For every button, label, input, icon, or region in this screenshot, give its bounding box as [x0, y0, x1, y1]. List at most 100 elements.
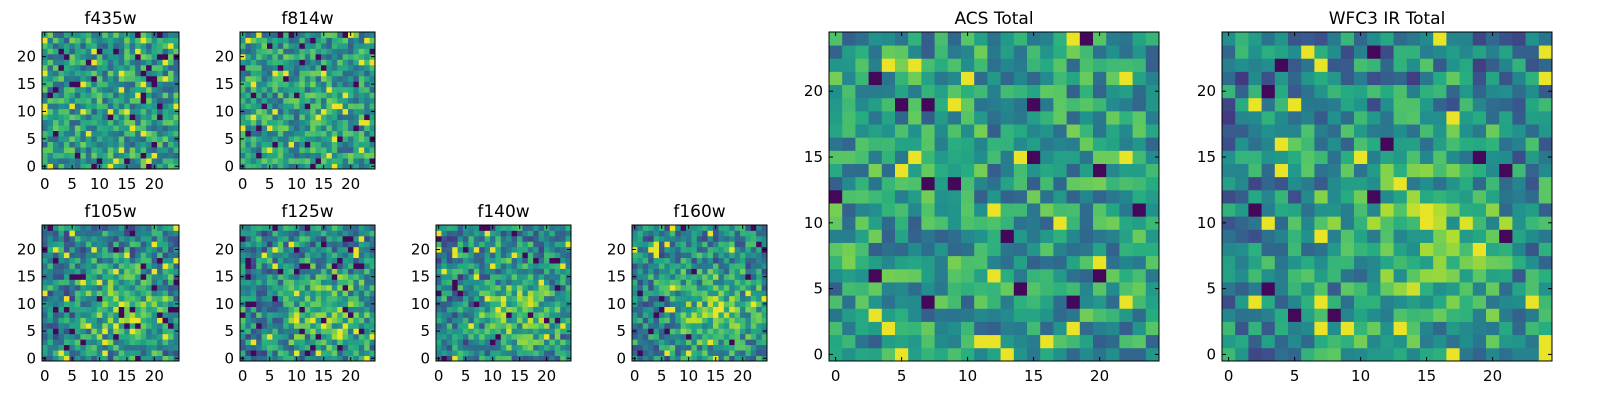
heatmap-cell	[637, 225, 644, 231]
heatmap-cell	[173, 59, 180, 66]
heatmap-cell	[321, 252, 327, 259]
heatmap-cell	[69, 130, 76, 137]
x-tick-label: 20	[341, 175, 360, 193]
heatmap-cell	[484, 252, 491, 259]
heatmap-cell	[538, 333, 545, 340]
heatmap-cell	[1040, 58, 1054, 72]
heatmap-cell	[1027, 176, 1041, 191]
heatmap-cell	[1327, 347, 1342, 362]
heatmap-cell	[63, 279, 70, 286]
heatmap-cell	[1420, 189, 1434, 204]
heatmap-cell	[1538, 216, 1553, 230]
heatmap-cell	[908, 347, 922, 362]
heatmap-cell	[69, 339, 76, 346]
heatmap-cell	[140, 108, 147, 115]
heatmap-cell	[718, 225, 725, 231]
heatmap-cell	[52, 92, 59, 99]
heatmap-cell	[648, 333, 654, 340]
heatmap-cell	[1420, 308, 1434, 322]
heatmap-cell	[173, 103, 180, 110]
heatmap-cell	[124, 317, 131, 324]
heatmap-cell	[750, 333, 757, 340]
heatmap-cell	[1119, 124, 1133, 138]
heatmap-cell	[1053, 268, 1067, 283]
heatmap-cell	[659, 306, 665, 313]
heatmap-cell	[1327, 163, 1342, 178]
heatmap-cell	[168, 81, 174, 88]
heatmap-cell	[1472, 268, 1487, 283]
heatmap-cell	[326, 290, 333, 297]
heatmap-cell	[96, 48, 103, 55]
heatmap-cell	[522, 317, 529, 324]
heatmap-cell	[1288, 268, 1302, 283]
heatmap-cell	[1499, 321, 1513, 336]
heatmap-cell	[96, 317, 103, 324]
heatmap-cell	[369, 279, 376, 286]
heatmap-cell	[96, 70, 103, 77]
heatmap-cell	[713, 322, 719, 329]
heatmap-cell	[288, 246, 295, 253]
heatmap-cell	[1486, 295, 1500, 309]
heatmap-cell	[321, 290, 327, 297]
heatmap-cell	[140, 235, 147, 242]
heatmap-cell	[648, 322, 654, 329]
heatmap-cell	[680, 263, 687, 269]
heatmap-cell	[140, 306, 147, 313]
heatmap-cell	[1301, 334, 1315, 349]
heatmap-cell	[855, 203, 869, 217]
heatmap-cell	[1446, 321, 1460, 336]
heatmap-cell	[1053, 163, 1067, 178]
heatmap-cell	[310, 59, 316, 66]
heatmap-cell	[277, 147, 284, 153]
heatmap-cell	[42, 147, 48, 153]
heatmap-cell	[680, 339, 687, 346]
heatmap-cell	[364, 355, 370, 362]
heatmap-cell	[342, 350, 349, 356]
heatmap-cell	[680, 246, 687, 253]
heatmap-cell	[358, 141, 365, 148]
heatmap-cell	[146, 279, 152, 286]
heatmap-cell	[74, 257, 81, 264]
heatmap-cell	[500, 301, 507, 307]
heatmap-cell	[288, 147, 295, 153]
heatmap-cell	[337, 252, 343, 259]
heatmap-cell	[107, 268, 114, 275]
y-tick-label: 20	[215, 240, 234, 258]
heatmap-cell	[756, 252, 762, 259]
heatmap-cell	[69, 152, 76, 159]
heatmap-cell	[686, 312, 692, 318]
heatmap-cell	[42, 125, 48, 132]
heatmap-cell	[256, 103, 262, 110]
heatmap-cell	[560, 317, 566, 324]
heatmap-cell	[506, 252, 512, 259]
heatmap-cell	[364, 322, 370, 329]
heatmap-cell	[91, 268, 98, 275]
heatmap-cell	[750, 295, 757, 302]
heatmap-cell	[250, 355, 257, 362]
heatmap-cell	[353, 333, 360, 340]
heatmap-cell	[1222, 255, 1236, 270]
heatmap-cell	[729, 295, 735, 302]
heatmap-cell	[337, 92, 343, 99]
heatmap-cell	[326, 301, 333, 307]
y-tick-label: 5	[420, 322, 430, 340]
heatmap-cell	[696, 333, 703, 340]
heatmap-cell	[669, 355, 676, 362]
heatmap-cell	[124, 279, 131, 286]
heatmap-cell	[659, 252, 665, 259]
heatmap-cell	[157, 75, 163, 82]
heatmap-cell	[702, 246, 708, 253]
heatmap-cell	[506, 290, 512, 297]
heatmap-cell	[369, 125, 376, 132]
heatmap-cell	[358, 306, 365, 313]
heatmap-cell	[637, 350, 644, 356]
heatmap-cell	[1066, 137, 1081, 151]
heatmap-cell	[173, 114, 180, 121]
heatmap-cell	[310, 119, 316, 126]
heatmap-cell	[151, 306, 158, 313]
heatmap-cell	[686, 290, 692, 297]
heatmap-cell	[500, 339, 507, 346]
heatmap-cell	[85, 119, 92, 126]
heatmap-cell	[1354, 321, 1368, 336]
heatmap-cell	[173, 225, 180, 231]
